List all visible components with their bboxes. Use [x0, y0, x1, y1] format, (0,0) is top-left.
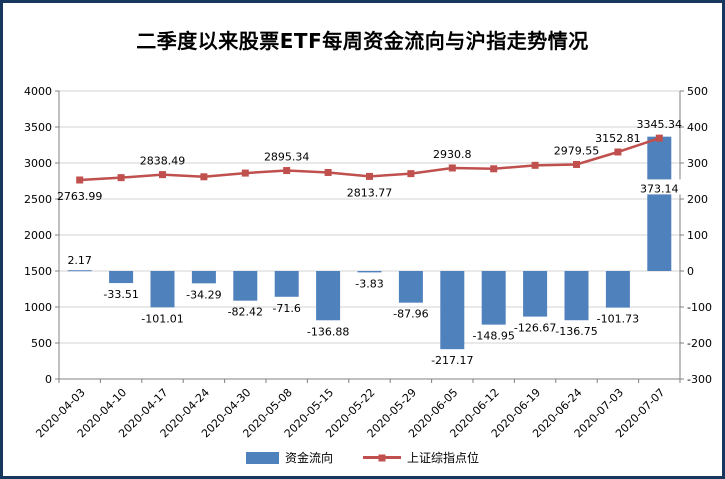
line-marker-2020-04-17 — [159, 171, 166, 179]
line-marker-2020-07-07 — [655, 134, 663, 142]
bar-2020-05-15 — [316, 271, 341, 321]
left-axis-tick-label: 2000 — [24, 229, 52, 242]
left-axis-tick-label: 1500 — [24, 265, 52, 278]
line-data-label: 3345.34 — [637, 118, 683, 131]
right-axis-tick-label: 0 — [687, 265, 694, 278]
legend-item-index: 上证综指点位 — [363, 449, 479, 466]
chart-legend: 资金流向 上证综指点位 — [3, 449, 722, 466]
line-marker-2020-06-05 — [448, 164, 456, 172]
line-marker-2020-05-08 — [283, 167, 291, 175]
bar-2020-06-24 — [564, 271, 589, 321]
left-axis-tick-label: 4000 — [24, 85, 52, 98]
line-data-label: 2838.49 — [140, 155, 186, 168]
line-series-swatch-icon — [363, 453, 401, 462]
right-axis-tick-label: 500 — [687, 85, 708, 98]
bar-data-label: -34.29 — [186, 288, 221, 301]
left-axis-tick-label: 3500 — [24, 121, 52, 134]
right-axis-tick-label: -100 — [687, 301, 712, 314]
bar-data-label: 2.17 — [67, 254, 92, 267]
line-data-label: 2813.77 — [347, 186, 393, 199]
left-axis-tick-label: 500 — [31, 337, 52, 350]
bar-data-label: 373.14 — [640, 182, 679, 195]
legend-label-fund-flow: 资金流向 — [284, 451, 333, 465]
line-data-label: 2930.8 — [433, 148, 472, 161]
bar-data-label: -136.88 — [307, 325, 349, 338]
bar-data-label: -71.6 — [272, 302, 300, 315]
bar-label-background — [635, 179, 684, 195]
right-axis-tick-label: 100 — [687, 229, 708, 242]
line-marker-2020-05-15 — [324, 168, 332, 176]
line-marker-2020-04-24 — [200, 173, 208, 181]
bar-data-label: -101.73 — [597, 313, 639, 326]
line-marker-2020-07-03 — [614, 148, 622, 156]
line-marker-2020-04-03 — [76, 176, 84, 184]
left-axis-tick-label: 0 — [45, 373, 52, 386]
line-marker-2020-05-29 — [407, 170, 415, 178]
bar-2020-04-03 — [67, 270, 92, 272]
bar-2020-05-08 — [274, 271, 299, 297]
bar-2020-04-24 — [191, 271, 216, 284]
bar-2020-06-05 — [440, 271, 465, 350]
line-marker-2020-04-10 — [117, 174, 125, 182]
bar-data-label: -126.67 — [514, 322, 556, 335]
bar-2020-06-19 — [523, 271, 548, 317]
line-swatch-marker — [378, 454, 386, 461]
line-marker-2020-05-22 — [366, 172, 373, 180]
right-axis-tick-label: 400 — [687, 121, 708, 134]
bar-data-label: -87.96 — [393, 308, 428, 321]
line-marker-2020-06-19 — [531, 161, 539, 169]
left-axis-tick-label: 1000 — [24, 301, 52, 314]
right-axis-tick-label: 200 — [687, 193, 708, 206]
bar-data-label: -217.17 — [431, 354, 473, 367]
left-axis-tick-label: 3000 — [24, 157, 52, 170]
line-marker-2020-06-24 — [573, 160, 580, 168]
line-marker-2020-04-30 — [241, 169, 249, 177]
legend-label-index: 上证综指点位 — [407, 451, 480, 465]
bar-data-label: -148.95 — [472, 330, 514, 343]
bar-2020-05-22 — [357, 271, 382, 273]
bar-data-label: -82.42 — [228, 306, 263, 319]
bar-2020-07-03 — [605, 271, 630, 308]
bar-2020-06-12 — [481, 271, 506, 325]
combo-bar-line-chart: 4000350030002500200015001000500050040030… — [24, 85, 712, 440]
line-data-label: 2979.55 — [554, 144, 600, 157]
legend-item-fund-flow: 资金流向 — [245, 449, 333, 466]
bar-2020-04-30 — [233, 271, 258, 301]
bar-data-label: -3.83 — [355, 277, 383, 290]
bar-data-label: -101.01 — [141, 312, 183, 325]
chart-title: 二季度以来股票ETF每周资金流向与沪指走势情况 — [136, 29, 589, 53]
line-marker-2020-06-12 — [490, 165, 498, 173]
bar-2020-04-17 — [150, 271, 175, 308]
left-axis-tick-label: 2500 — [24, 193, 52, 206]
line-data-label: 2895.34 — [264, 151, 310, 164]
bar-series-swatch-icon — [245, 451, 279, 464]
line-data-label: 3152.81 — [595, 132, 641, 145]
line-data-label: 2763.99 — [57, 190, 103, 203]
right-axis-tick-label: -300 — [687, 373, 712, 386]
bar-2020-04-10 — [109, 271, 134, 284]
bar-data-label: -33.51 — [103, 288, 138, 301]
bar-data-label: -136.75 — [555, 325, 597, 338]
bar-2020-05-29 — [398, 271, 423, 303]
right-axis-tick-label: -200 — [687, 337, 712, 350]
bar-2020-07-07 — [647, 136, 672, 271]
right-axis-tick-label: 300 — [687, 157, 708, 170]
